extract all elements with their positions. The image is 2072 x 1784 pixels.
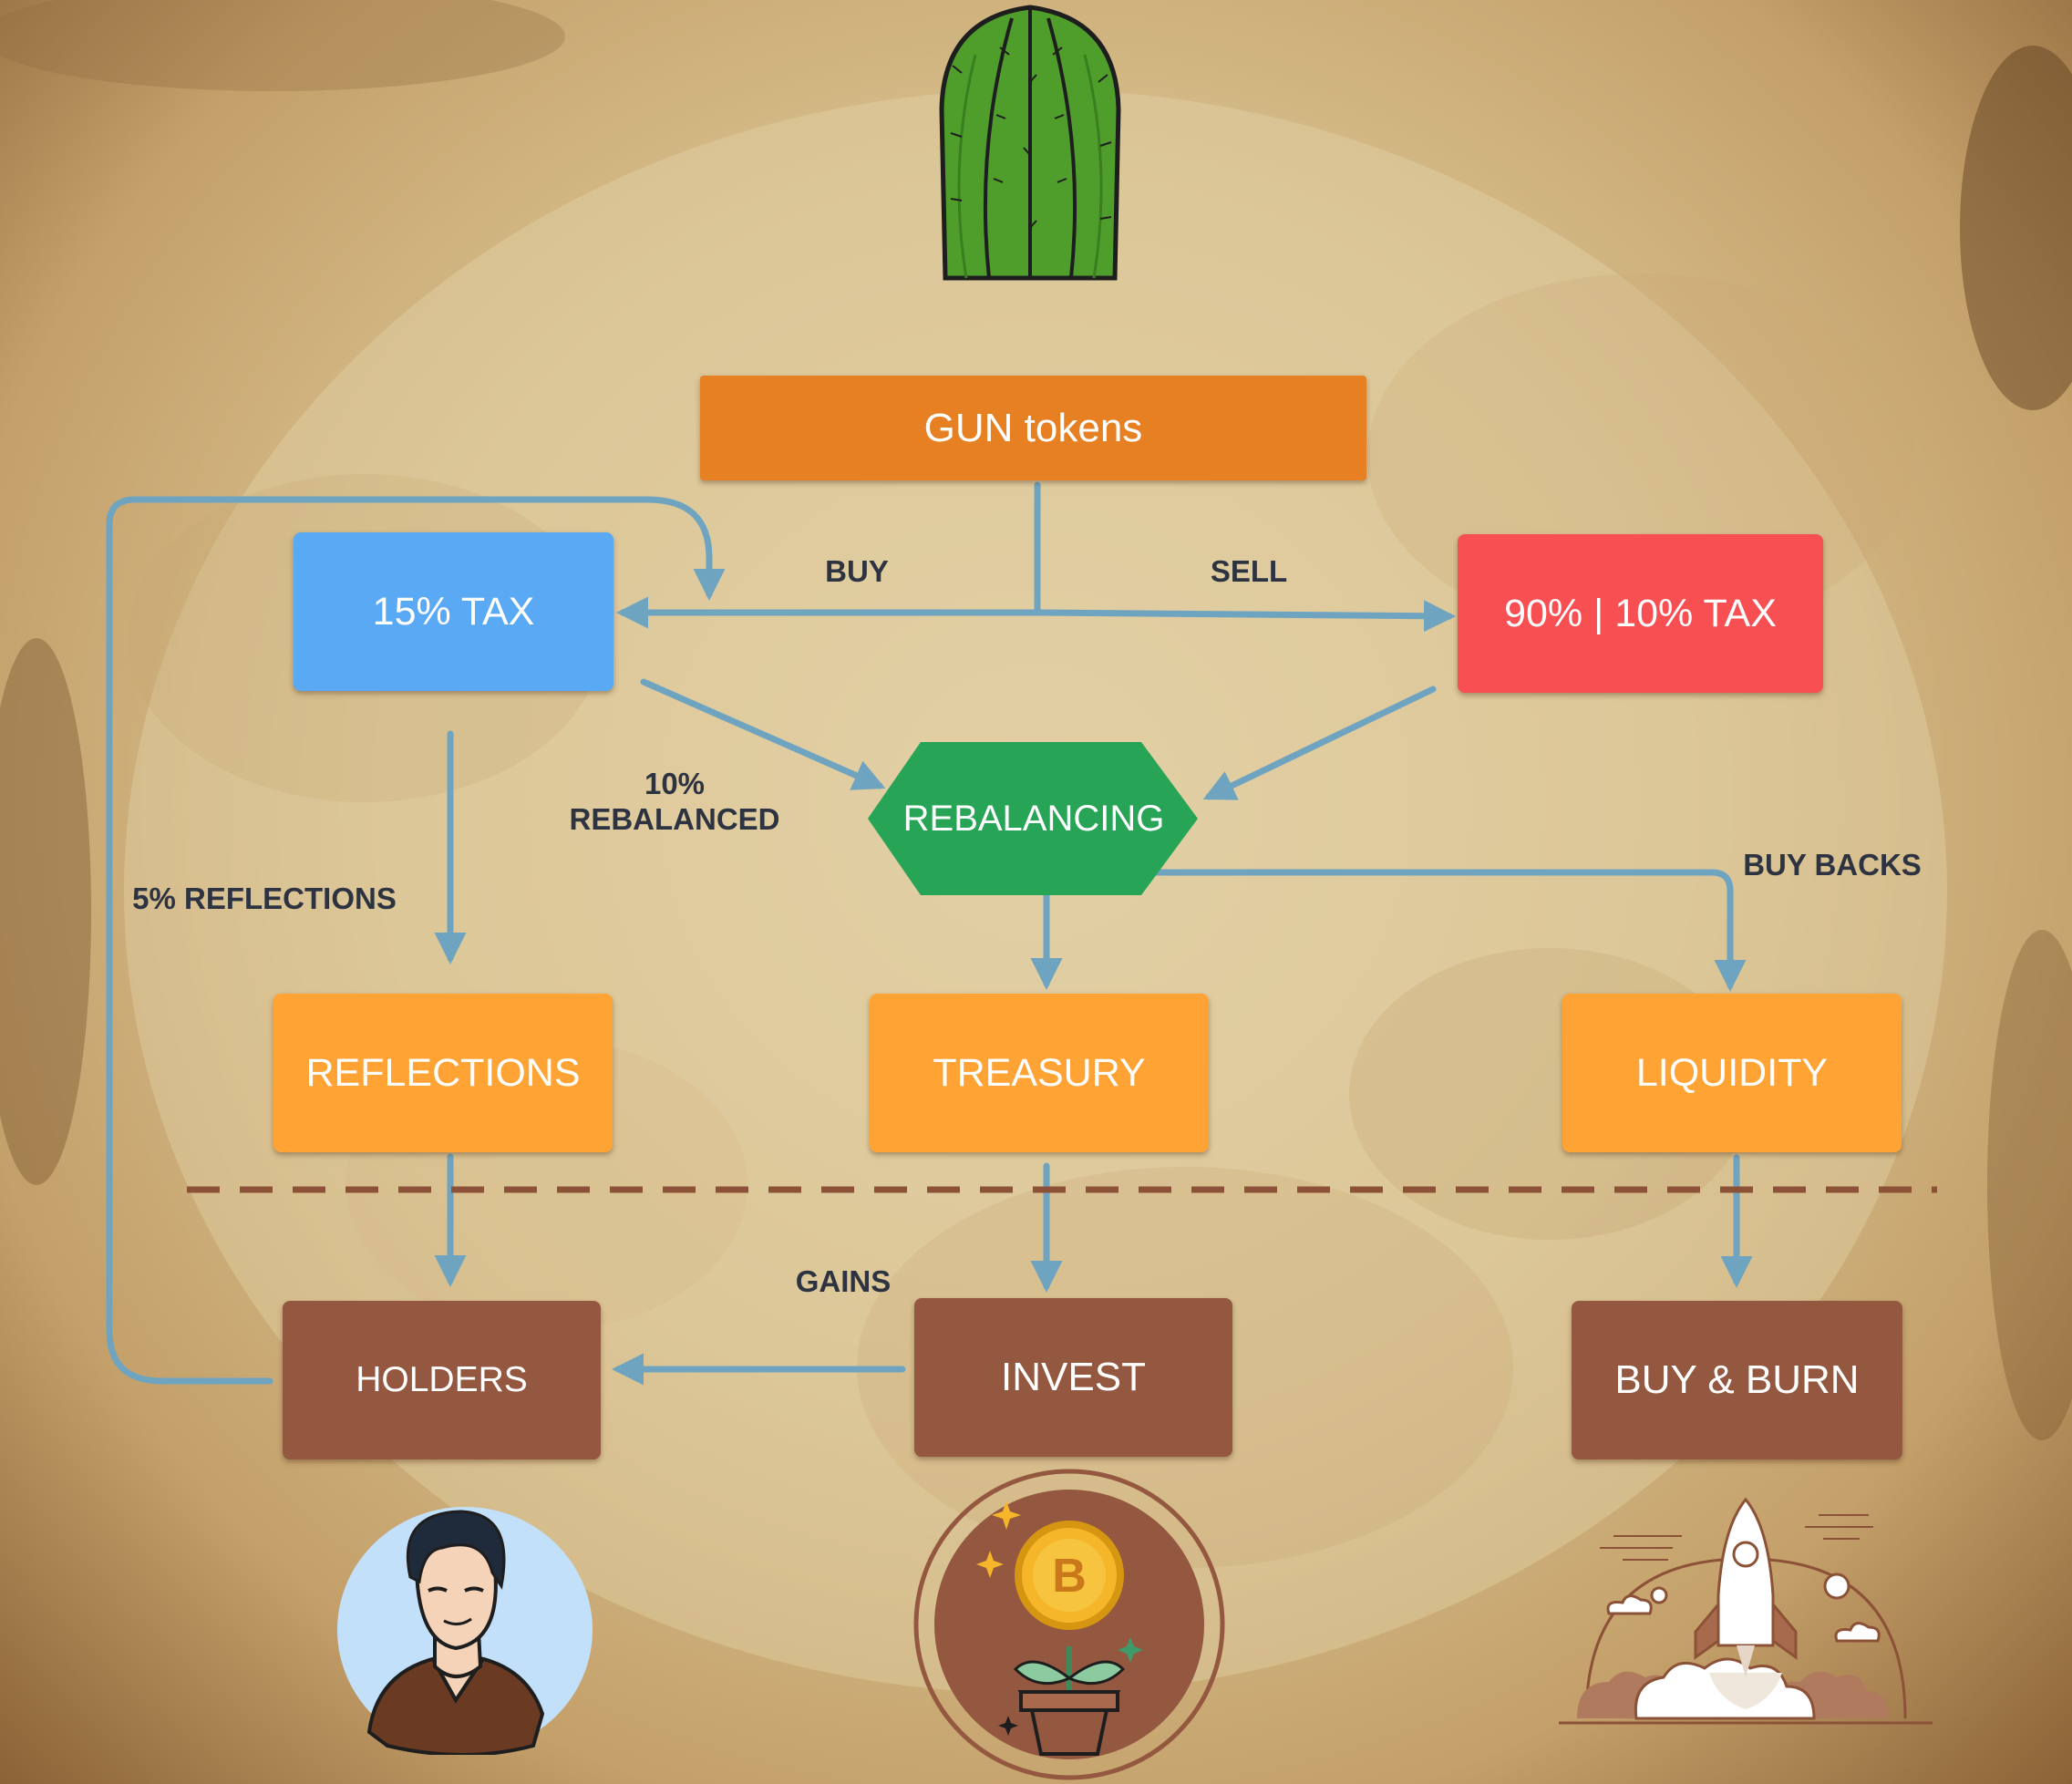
label-rebalanced: REBALANCED xyxy=(569,802,780,836)
rocket-launch-icon xyxy=(1559,1497,1933,1725)
node-90-10-tax: 90% | 10% TAX xyxy=(1458,534,1823,693)
person-avatar-icon xyxy=(337,1507,593,1755)
edge-holders-loop-to-15-tax xyxy=(106,496,726,1385)
node-gun-tokens: GUN tokens xyxy=(700,376,1366,480)
edge-sell-to-90-tax xyxy=(1034,600,1456,633)
bitcoin-plant-icon: B xyxy=(913,1469,1225,1780)
label-buy: BUY xyxy=(825,554,889,588)
label-gains: GAINS xyxy=(795,1264,892,1298)
edge-rebalancing-to-liquidity xyxy=(1147,869,1747,992)
node-15-tax: 15% TAX xyxy=(294,532,613,691)
cactus-icon xyxy=(939,5,1121,281)
label-10-percent: 10% xyxy=(644,767,706,800)
node-treasury: TREASURY xyxy=(870,994,1209,1152)
edge-90-tax-to-rebalancing xyxy=(1202,686,1437,800)
label-sell: SELL xyxy=(1210,554,1288,588)
node-liquidity: LIQUIDITY xyxy=(1562,994,1902,1152)
node-holders: HOLDERS xyxy=(283,1301,601,1459)
label-5-percent-reflections: 5% REFLECTIONS xyxy=(132,882,397,915)
node-invest: INVEST xyxy=(914,1298,1232,1457)
node-reflections: REFLECTIONS xyxy=(273,994,613,1152)
node-buy-burn: BUY & BURN xyxy=(1572,1301,1902,1459)
svg-text:B: B xyxy=(1052,1550,1087,1603)
node-rebalancing: REBALANCING xyxy=(902,798,1165,839)
edge-15-tax-to-rebalancing xyxy=(640,678,886,790)
label-buy-backs: BUY BACKS xyxy=(1743,848,1922,882)
rebalancing-hexagon xyxy=(868,742,1198,895)
